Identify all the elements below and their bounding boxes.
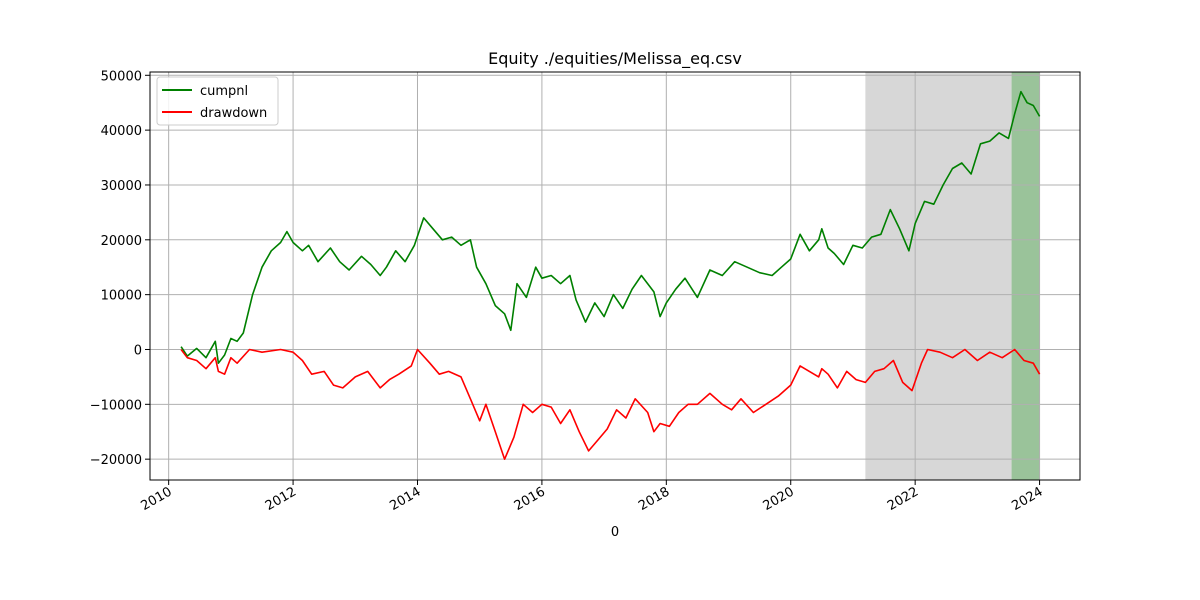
chart-title: Equity ./equities/Melissa_eq.csv: [488, 49, 742, 69]
y-tick-label: 40000: [101, 124, 142, 139]
series-line-drawdown: [180, 348, 1041, 461]
y-tick-label: 20000: [101, 234, 142, 249]
y-tick-label: 0: [134, 343, 142, 358]
y-tick-label: 30000: [101, 179, 142, 194]
plot-frame: [149, 71, 1081, 481]
y-tick-label: 50000: [101, 69, 142, 84]
x-axis-label: 0: [611, 525, 619, 540]
legend-label-drawdown: drawdown: [200, 106, 267, 121]
y-tick-label: 10000: [101, 289, 142, 304]
y-axis-ticks: −20000 −10000 0 10000 20000 30000 40000 50000: [90, 69, 150, 468]
y-tick-label: −10000: [90, 398, 142, 413]
series-line-cumpnl: [180, 90, 1041, 365]
series-lines: [180, 90, 1041, 461]
y-tick-label: −20000: [90, 453, 142, 468]
legend-label-cumpnl: cumpnl: [200, 84, 248, 99]
shaded-regions: [865, 72, 1040, 480]
shaded-region-0: [865, 72, 1012, 480]
grid-lines: [150, 72, 1080, 480]
legend: cumpnl drawdown: [156, 76, 279, 126]
shaded-region-1: [1011, 72, 1040, 480]
